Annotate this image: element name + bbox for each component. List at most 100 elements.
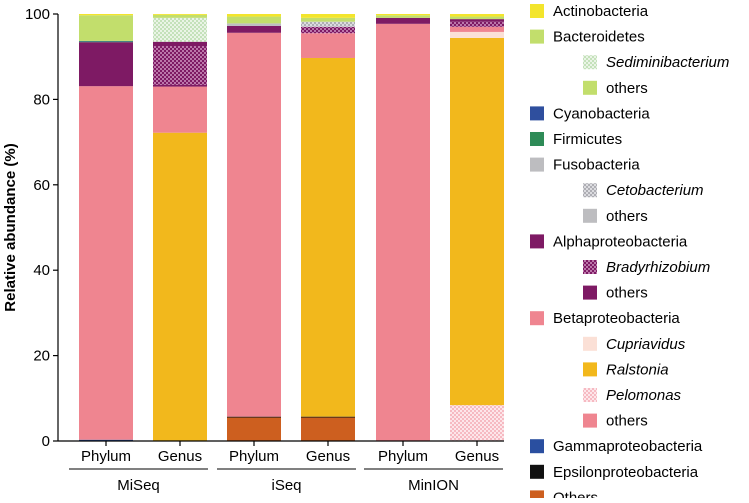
legend-swatch [530,132,544,146]
legend-label: Pelomonas [606,387,682,404]
x-category-label: Phylum [378,448,428,465]
legend-item-beta_others: others [583,413,648,430]
legend-label: Bacteroidetes [553,29,645,46]
bar-segment-bact_others [450,17,504,20]
legend-label: Ralstonia [606,361,669,378]
legend-item-cupriavidus: Cupriavidus [583,336,686,353]
legend-swatch [530,439,544,453]
y-tick-label: 0 [42,433,50,450]
bar-segment-bacteroidetes [376,15,430,18]
bar-segment-actino [153,14,207,15]
bar-segment-beta [376,24,430,441]
legend-label: Fusobacteria [553,157,640,174]
legend-label: Others [553,489,598,498]
y-tick-label: 60 [33,177,50,194]
bar-segment-alpha [79,42,133,86]
legend-label: others [606,208,648,225]
legend-swatch [583,81,597,95]
legend-item-beta: Betaproteobacteria [530,310,680,327]
legend-item-ralstonia: Ralstonia [583,361,669,378]
bar-segment-actino [227,14,281,17]
legend-swatch [530,106,544,120]
legend-swatch [530,490,544,498]
legend-label: Epsilonproteobacteria [553,464,699,481]
bar-segment-alpha [227,26,281,33]
legend-label: Betaproteobacteria [553,310,680,327]
bar-segment-firmicutes [79,41,133,42]
legend-label: Alphaproteobacteria [553,233,688,250]
bar-segment-actino [301,14,355,18]
y-axis-label: Relative abundance (%) [2,143,19,311]
legend-item-cyano: Cyanobacteria [530,105,650,122]
legend-swatch [530,234,544,248]
legend-swatch [583,183,597,197]
x-category-label: Genus [455,448,499,465]
legend-swatch [583,414,597,428]
bar-segment-bradyrhizobium [301,27,355,33]
bar-iseq-phylum [227,14,281,441]
bar-segment-fuso [227,23,281,26]
group-label: MinION [408,477,459,494]
bar-segment-alpha [376,18,430,24]
legend-swatch [583,55,597,69]
legend-item-gamma: Gammaproteobacteria [530,438,703,455]
x-category-label: Phylum [81,448,131,465]
bar-segment-bacteroidetes [227,17,281,24]
legend-item-bacteroidetes: Bacteroidetes [530,29,645,46]
legend-item-bact_others: others [583,80,648,97]
legend-swatch [530,4,544,18]
y-tick-label: 80 [33,91,50,108]
legend-item-pelomonas: Pelomonas [583,387,682,404]
legend-item-alpha_others: others [583,285,648,302]
legend-label: Cetobacterium [606,182,704,199]
bar-segment-alpha_others [450,19,504,22]
bar-segment-others [227,418,281,441]
legend-item-epsilon: Epsilonproteobacteria [530,464,699,481]
legend-swatch [530,311,544,325]
legend-swatch [583,388,597,402]
legend-item-sediminibacterium: Sediminibacterium [583,54,729,71]
legend-swatch [583,260,597,274]
legend-label: others [606,80,648,97]
bar-segment-ralstonia [301,58,355,417]
legend-swatch [583,209,597,223]
legend-label: others [606,285,648,302]
legend-label: Gammaproteobacteria [553,438,703,455]
bar-segment-cetobacterium [301,22,355,27]
bar-segment-bradyrhizobium [450,22,504,27]
bar-minion-genus [450,14,504,441]
legend-label: Sediminibacterium [606,54,729,71]
bar-segment-ralstonia [153,133,207,441]
bar-segment-bacteroidetes [79,15,133,41]
bar-segment-alpha_others [153,42,207,46]
legend-label: Cupriavidus [606,336,686,353]
legend-item-alpha: Alphaproteobacteria [530,233,688,250]
bar-segment-pelomonas [450,405,504,441]
bar-segment-actino [450,14,504,17]
bar-miseq-phylum [79,14,133,441]
y-tick-label: 40 [33,262,50,279]
legend-label: others [606,413,648,430]
bar-segment-beta_others [450,27,504,32]
legend-item-bradyrhizobium: Bradyrhizobium [583,259,710,276]
legend-swatch [583,286,597,300]
bar-segment-beta_others [301,33,355,58]
bar-iseq-genus [301,14,355,441]
bar-segment-beta [79,86,133,440]
legend-swatch [530,30,544,44]
bar-segment-actino [376,14,430,15]
bar-minion-phylum [376,14,430,441]
bar-segment-actino [79,14,133,15]
legend-item-actino: Actinobacteria [530,3,649,20]
legend-label: Cyanobacteria [553,105,650,122]
group-label: MiSeq [117,477,160,494]
y-tick-label: 20 [33,348,50,365]
bar-segment-others [301,418,355,441]
bar-segment-epsilon [301,417,355,418]
y-tick-label: 100 [25,6,50,23]
legend-swatch [583,362,597,376]
bar-segment-beta_others [153,87,207,133]
bar-segment-ralstonia [450,38,504,405]
legend-item-fuso: Fusobacteria [530,157,640,174]
